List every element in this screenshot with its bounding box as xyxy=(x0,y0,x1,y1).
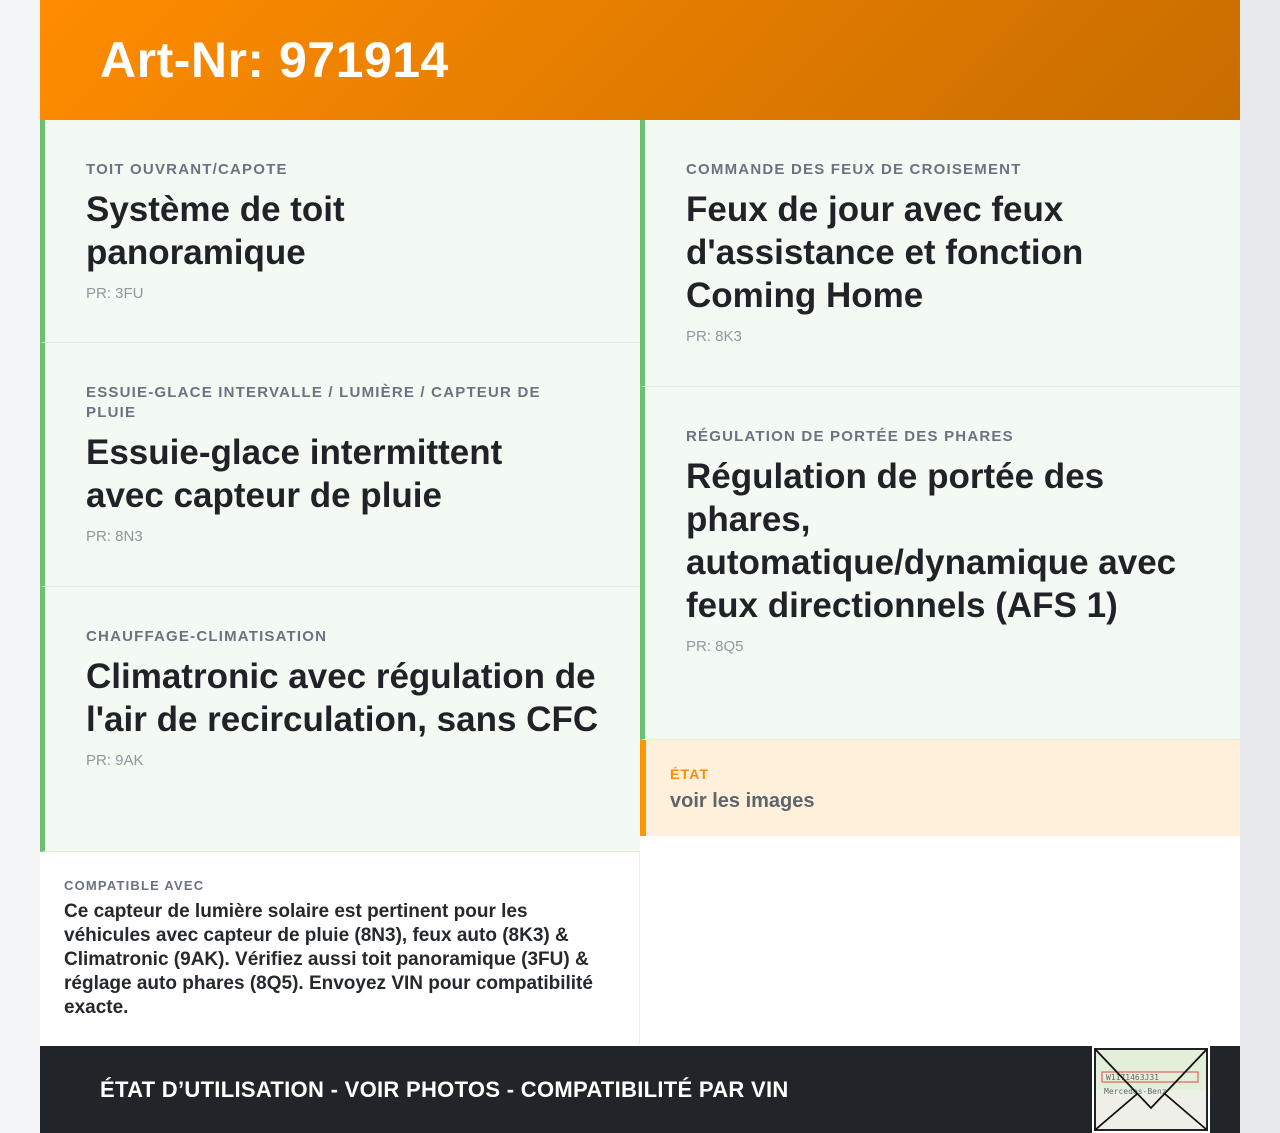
vin-document-envelope-icon: W1171463J31 Mercedes-Benz xyxy=(1092,1046,1210,1133)
card-label: Commande des feux de croisement xyxy=(686,161,1022,178)
card-pr: PR: 9AK xyxy=(86,752,144,769)
compatibility-section: Compatible avec Ce capteur de lumière so… xyxy=(40,852,640,1045)
card-label: Essuie-glace intervalle / lumière / capt… xyxy=(86,384,541,421)
state-value: voir les images xyxy=(670,790,815,812)
feature-card: Essuie-glace intervalle / lumière / capt… xyxy=(40,343,640,587)
card-title: Essuie-glace intermittent avec capteur d… xyxy=(86,433,503,515)
state-box: État voir les images xyxy=(640,740,1240,836)
state-label: État xyxy=(670,766,710,782)
feature-card: Toit ouvrant/capote Système de toit pano… xyxy=(40,120,640,343)
page-title: Art-Nr: 971914 xyxy=(100,32,449,88)
card-label: Toit ouvrant/capote xyxy=(86,161,288,178)
card-label: Chauffage-climatisation xyxy=(86,628,328,645)
card-pr: PR: 8N3 xyxy=(86,528,143,545)
footer-text: ÉTAT D’UTILISATION - VOIR PHOTOS - COMPA… xyxy=(100,1076,789,1102)
card-title: Climatronic avec régulation de l'air de … xyxy=(86,657,599,739)
feature-card: Régulation de portée des phares Régulati… xyxy=(640,387,1240,740)
feature-card: Chauffage-climatisation Climatronic avec… xyxy=(40,587,640,852)
card-pr: PR: 3FU xyxy=(86,285,144,302)
svg-text:W1171463J31: W1171463J31 xyxy=(1106,1073,1159,1082)
card-title: Régulation de portée des phares, automat… xyxy=(686,457,1177,625)
left-column: Toit ouvrant/capote Système de toit pano… xyxy=(40,120,640,1045)
feature-card: Commande des feux de croisement Feux de … xyxy=(640,120,1240,387)
card-pr: PR: 8Q5 xyxy=(686,638,744,655)
card-title: Feux de jour avec feux d'assistance et f… xyxy=(686,190,1084,315)
card-pr: PR: 8K3 xyxy=(686,328,742,345)
card-title: Système de toit panoramique xyxy=(86,190,345,272)
compat-label: Compatible avec xyxy=(64,878,205,893)
header: Art-Nr: 971914 xyxy=(40,0,1240,120)
page: Art-Nr: 971914 Toit ouvrant/capote Systè… xyxy=(40,0,1240,1133)
right-column: Commande des feux de croisement Feux de … xyxy=(640,120,1240,1045)
compat-text: Ce capteur de lumière solaire est pertin… xyxy=(64,901,593,1018)
footer-banner: ÉTAT D’UTILISATION - VOIR PHOTOS - COMPA… xyxy=(40,1046,1240,1133)
card-label: Régulation de portée des phares xyxy=(686,428,1014,445)
